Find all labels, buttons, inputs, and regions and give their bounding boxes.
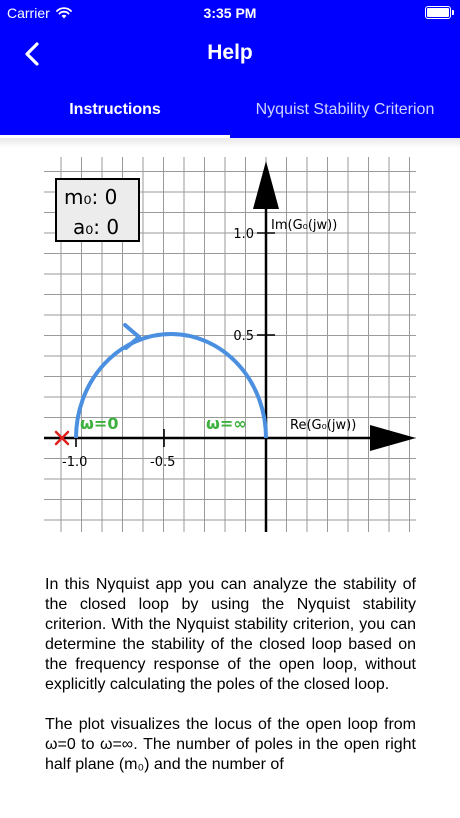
legend-a0: a₀: 0 (73, 215, 119, 239)
tab-bar-shadow (0, 138, 460, 148)
nyquist-locus-curve (74, 332, 268, 439)
nyquist-plot: Im(G₀(jw)) Re(G₀(jw)) 1.0 0.5 -1.0 -0.5 … (44, 157, 416, 532)
status-time: 3:35 PM (203, 5, 257, 21)
instructions-paragraph-1: In this Nyquist app you can analyze the … (45, 576, 416, 693)
legend-box: m₀: 0 a₀: 0 (55, 178, 140, 242)
status-bar: Carrier 3:35 PM (0, 0, 460, 26)
y-tick-label-0-5: 0.5 (233, 329, 254, 344)
instructions-paragraph-2: The plot visualizes the locus of the ope… (45, 716, 416, 773)
carrier-info: Carrier (7, 5, 72, 21)
y-tick-label-1: 1.0 (233, 227, 254, 242)
battery-icon (425, 6, 454, 19)
x-tick-label-neg-1: -1.0 (62, 455, 87, 470)
plot-grid (44, 157, 416, 532)
plot-axes (44, 161, 416, 532)
wifi-icon (55, 7, 72, 19)
page-title: Help (207, 41, 253, 64)
navigation-bar: Help (0, 26, 460, 82)
im-axis-label: Im(G₀(jw)) (271, 218, 337, 233)
imag-axis-arrow (253, 161, 279, 209)
x-tick-label-neg-0-5: -0.5 (150, 455, 175, 470)
omega-end-label: ω=∞ (206, 414, 247, 433)
real-axis-arrow (370, 425, 416, 451)
locus-direction-arrow (123, 323, 141, 350)
back-chevron-icon[interactable] (20, 40, 46, 68)
legend-m0: m₀: 0 (64, 185, 117, 209)
re-axis-label: Re(G₀(jw)) (290, 418, 356, 433)
tab-instructions[interactable]: Instructions (0, 82, 230, 138)
omega-start-label: ω=0 (80, 414, 118, 433)
instructions-text: In this Nyquist app you can analyze the … (45, 575, 416, 795)
critical-point-marker (54, 430, 70, 446)
tab-nyquist-stability-criterion[interactable]: Nyquist Stability Criterion (255, 101, 435, 118)
tab-bar: Instructions Nyquist Stability Criterion (0, 82, 460, 138)
carrier-label: Carrier (7, 5, 50, 21)
